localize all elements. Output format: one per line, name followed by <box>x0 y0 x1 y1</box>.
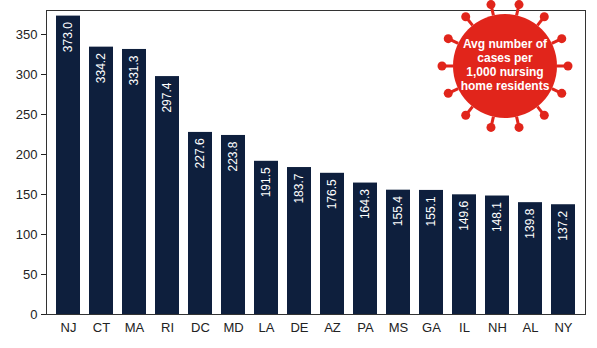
svg-text:334.2: 334.2 <box>94 53 108 83</box>
svg-text:176.5: 176.5 <box>325 179 339 209</box>
svg-text:139.8: 139.8 <box>523 208 537 238</box>
svg-text:PA: PA <box>357 320 374 335</box>
svg-text:350: 350 <box>16 27 38 42</box>
svg-text:297.4: 297.4 <box>160 82 174 112</box>
svg-text:223.8: 223.8 <box>226 141 240 171</box>
svg-text:1,000 nursing: 1,000 nursing <box>466 65 543 79</box>
svg-text:100: 100 <box>16 227 38 242</box>
svg-text:300: 300 <box>16 67 38 82</box>
svg-text:191.5: 191.5 <box>259 167 273 197</box>
svg-text:IL: IL <box>459 320 470 335</box>
svg-text:cases per: cases per <box>477 51 533 65</box>
svg-text:DC: DC <box>191 320 210 335</box>
svg-text:150: 150 <box>16 187 38 202</box>
svg-text:DE: DE <box>290 320 308 335</box>
svg-text:AL: AL <box>523 320 539 335</box>
svg-text:149.6: 149.6 <box>457 200 471 230</box>
svg-text:0: 0 <box>30 307 37 322</box>
svg-text:Avg number of: Avg number of <box>463 37 548 51</box>
svg-text:164.3: 164.3 <box>358 189 372 219</box>
svg-text:200: 200 <box>16 147 38 162</box>
svg-text:183.7: 183.7 <box>292 173 306 203</box>
svg-text:137.2: 137.2 <box>556 210 570 240</box>
svg-text:CT: CT <box>93 320 110 335</box>
svg-text:250: 250 <box>16 107 38 122</box>
svg-text:373.0: 373.0 <box>61 22 75 52</box>
svg-text:155.4: 155.4 <box>391 196 405 226</box>
svg-text:155.1: 155.1 <box>424 196 438 226</box>
svg-text:NJ: NJ <box>61 320 77 335</box>
svg-text:331.3: 331.3 <box>127 55 141 85</box>
svg-text:MA: MA <box>125 320 145 335</box>
svg-text:148.1: 148.1 <box>490 202 504 232</box>
svg-text:GA: GA <box>422 320 441 335</box>
svg-text:MS: MS <box>389 320 409 335</box>
svg-text:NY: NY <box>554 320 572 335</box>
svg-text:NH: NH <box>488 320 507 335</box>
svg-text:AZ: AZ <box>324 320 341 335</box>
svg-text:MD: MD <box>223 320 243 335</box>
svg-text:LA: LA <box>259 320 275 335</box>
svg-text:50: 50 <box>23 267 37 282</box>
svg-text:227.6: 227.6 <box>193 138 207 168</box>
svg-text:home residents: home residents <box>461 79 550 93</box>
svg-text:RI: RI <box>161 320 174 335</box>
